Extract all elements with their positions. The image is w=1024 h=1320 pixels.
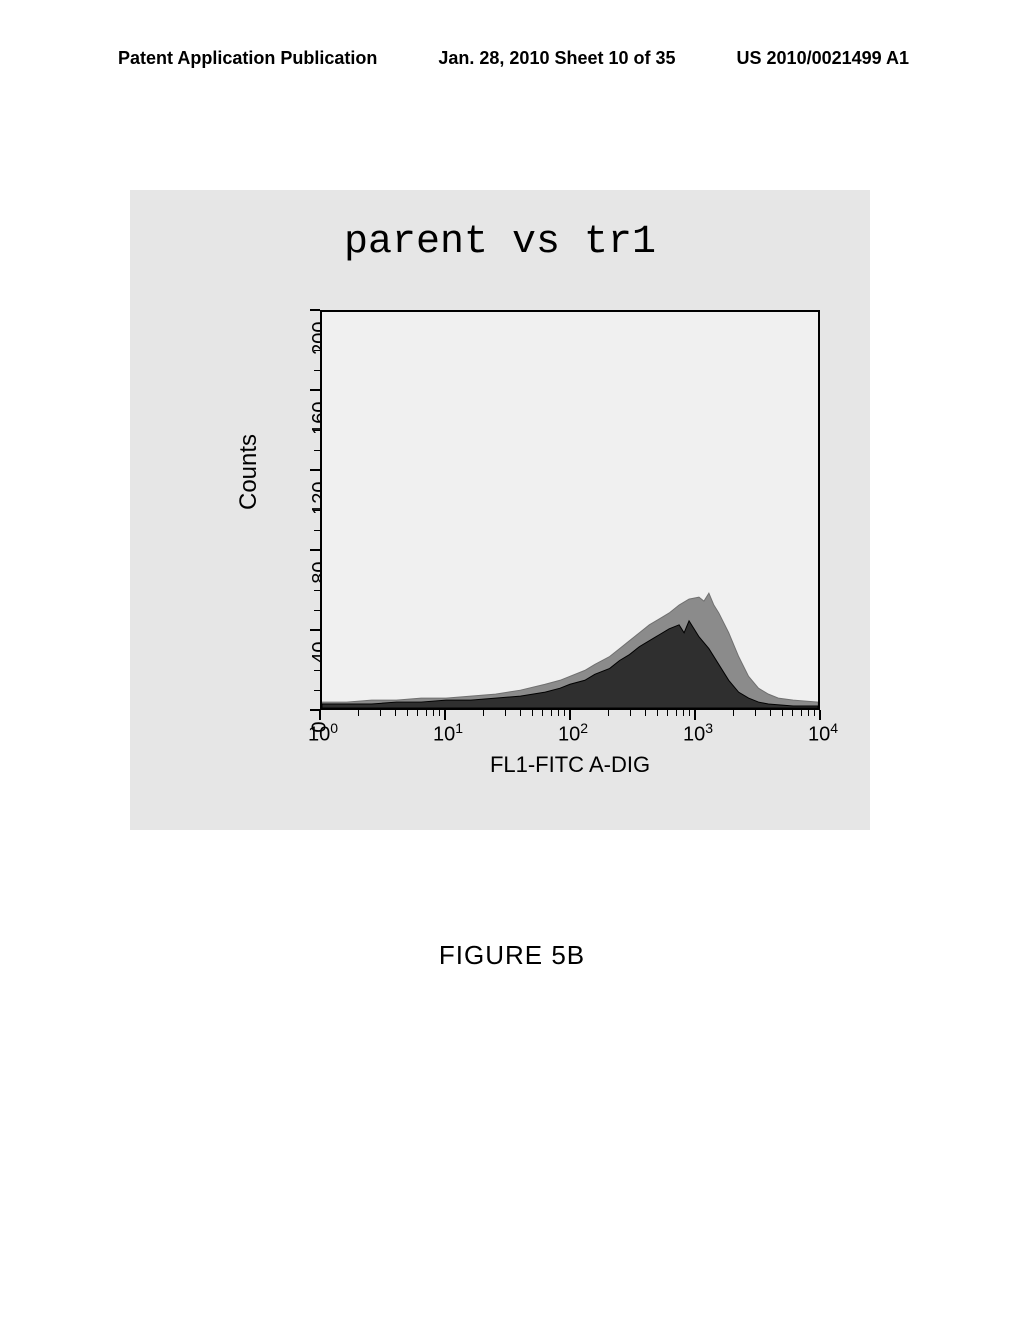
x-tick-label: 104 xyxy=(808,720,838,747)
y-axis-label: Counts xyxy=(235,434,263,510)
x-axis-label: FL1-FITC A-DIG xyxy=(320,752,820,778)
y-axis-ticks: 04080120160200 xyxy=(260,310,320,710)
header-center: Jan. 28, 2010 Sheet 10 of 35 xyxy=(438,48,675,69)
figure-caption: FIGURE 5B xyxy=(0,940,1024,971)
x-tick-label: 102 xyxy=(558,720,588,747)
x-tick-marks xyxy=(320,710,820,720)
x-axis-ticks: 100101102103104 xyxy=(320,720,820,750)
header-right: US 2010/0021499 A1 xyxy=(737,48,909,69)
x-tick-label: 103 xyxy=(683,720,713,747)
x-tick-label: 100 xyxy=(308,720,338,747)
page-header: Patent Application Publication Jan. 28, … xyxy=(0,48,1024,69)
header-left: Patent Application Publication xyxy=(118,48,377,69)
histogram-svg xyxy=(322,312,818,708)
figure-panel: parent vs tr1 Counts 04080120160200 100 1… xyxy=(130,190,870,830)
x-tick-label: 101 xyxy=(433,720,463,747)
chart-title: parent vs tr1 xyxy=(130,220,870,265)
plot-area xyxy=(320,310,820,710)
histogram-series-parent xyxy=(322,621,818,708)
